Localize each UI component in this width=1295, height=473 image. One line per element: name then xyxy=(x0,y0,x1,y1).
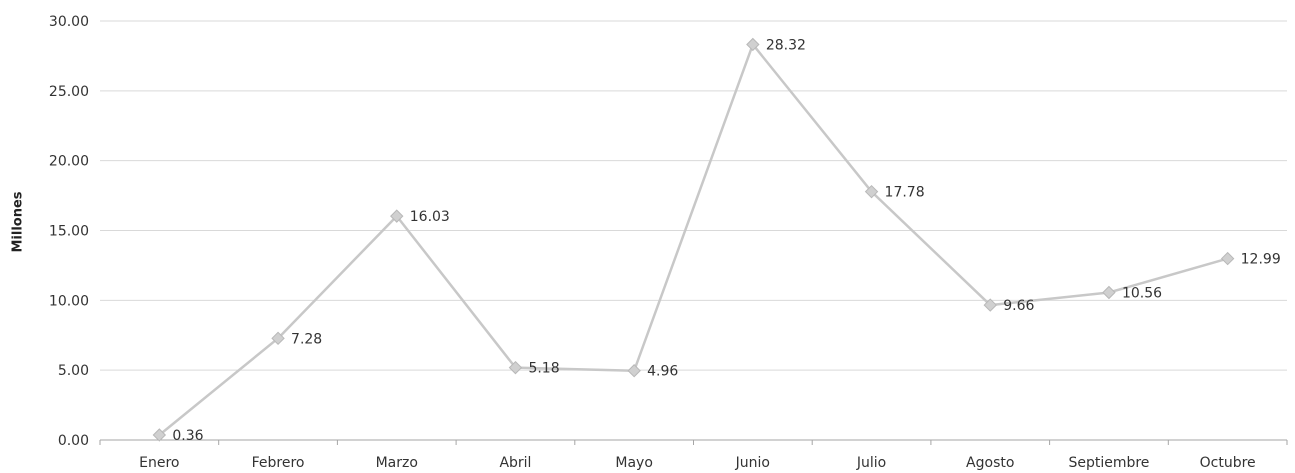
data-point-marker xyxy=(1102,285,1116,300)
data-label: 0.36 xyxy=(172,428,203,444)
data-label: 4.96 xyxy=(647,364,678,380)
data-label: 12.99 xyxy=(1241,252,1281,268)
y-axis-ticks: 0.00 5.00 10.00 15.00 20.00 25.00 30.00 xyxy=(49,14,89,449)
x-tick-label: Marzo xyxy=(376,455,418,471)
data-point-marker xyxy=(1220,251,1235,266)
data-label: 28.32 xyxy=(766,37,806,53)
data-labels: 0.36 7.28 16.03 5.18 4.96 28.32 17.78 9.66 10.56… xyxy=(172,37,1280,444)
x-tick-label: Julio xyxy=(856,455,886,471)
x-tick-label: Abril xyxy=(499,455,531,471)
data-label: 7.28 xyxy=(291,331,322,347)
data-label: 9.66 xyxy=(1003,298,1034,314)
x-tick-label: Junio xyxy=(735,455,770,471)
data-point-marker xyxy=(983,298,997,312)
data-point-marker xyxy=(390,209,404,223)
series-line xyxy=(158,43,1228,436)
data-point-marker xyxy=(627,364,641,378)
data-point-marker xyxy=(746,37,760,52)
y-tick-label: 0.00 xyxy=(58,433,89,449)
series-line-path xyxy=(158,43,1228,436)
x-axis-ticks: Enero Febrero Marzo Abril Mayo Junio Julio Agos… xyxy=(139,455,1255,471)
y-tick-label: 25.00 xyxy=(49,84,89,100)
x-tick-label: Febrero xyxy=(252,455,305,471)
gridlines xyxy=(100,20,1287,371)
data-point-marker xyxy=(508,360,523,375)
data-point-marker xyxy=(271,331,285,346)
x-tick-label: Septiembre xyxy=(1068,455,1149,471)
x-tick-label: Enero xyxy=(139,455,179,471)
y-tick-label: 10.00 xyxy=(49,293,89,309)
x-tick-label: Agosto xyxy=(966,455,1014,471)
y-tick-label: 20.00 xyxy=(49,154,89,170)
y-tick-label: 5.00 xyxy=(58,363,89,379)
y-tick-label: 15.00 xyxy=(49,224,89,240)
x-tick-label: Octubre xyxy=(1200,455,1256,471)
data-point-marker xyxy=(864,184,879,199)
data-points xyxy=(152,37,1235,442)
data-label: 10.56 xyxy=(1122,286,1162,302)
data-point-marker xyxy=(152,428,167,442)
data-label: 17.78 xyxy=(885,185,925,201)
x-axis xyxy=(99,439,1288,445)
data-label: 5.18 xyxy=(528,361,559,377)
y-tick-label: 30.00 xyxy=(49,14,89,30)
data-label: 16.03 xyxy=(410,209,450,225)
x-tick-label: Mayo xyxy=(615,455,653,471)
